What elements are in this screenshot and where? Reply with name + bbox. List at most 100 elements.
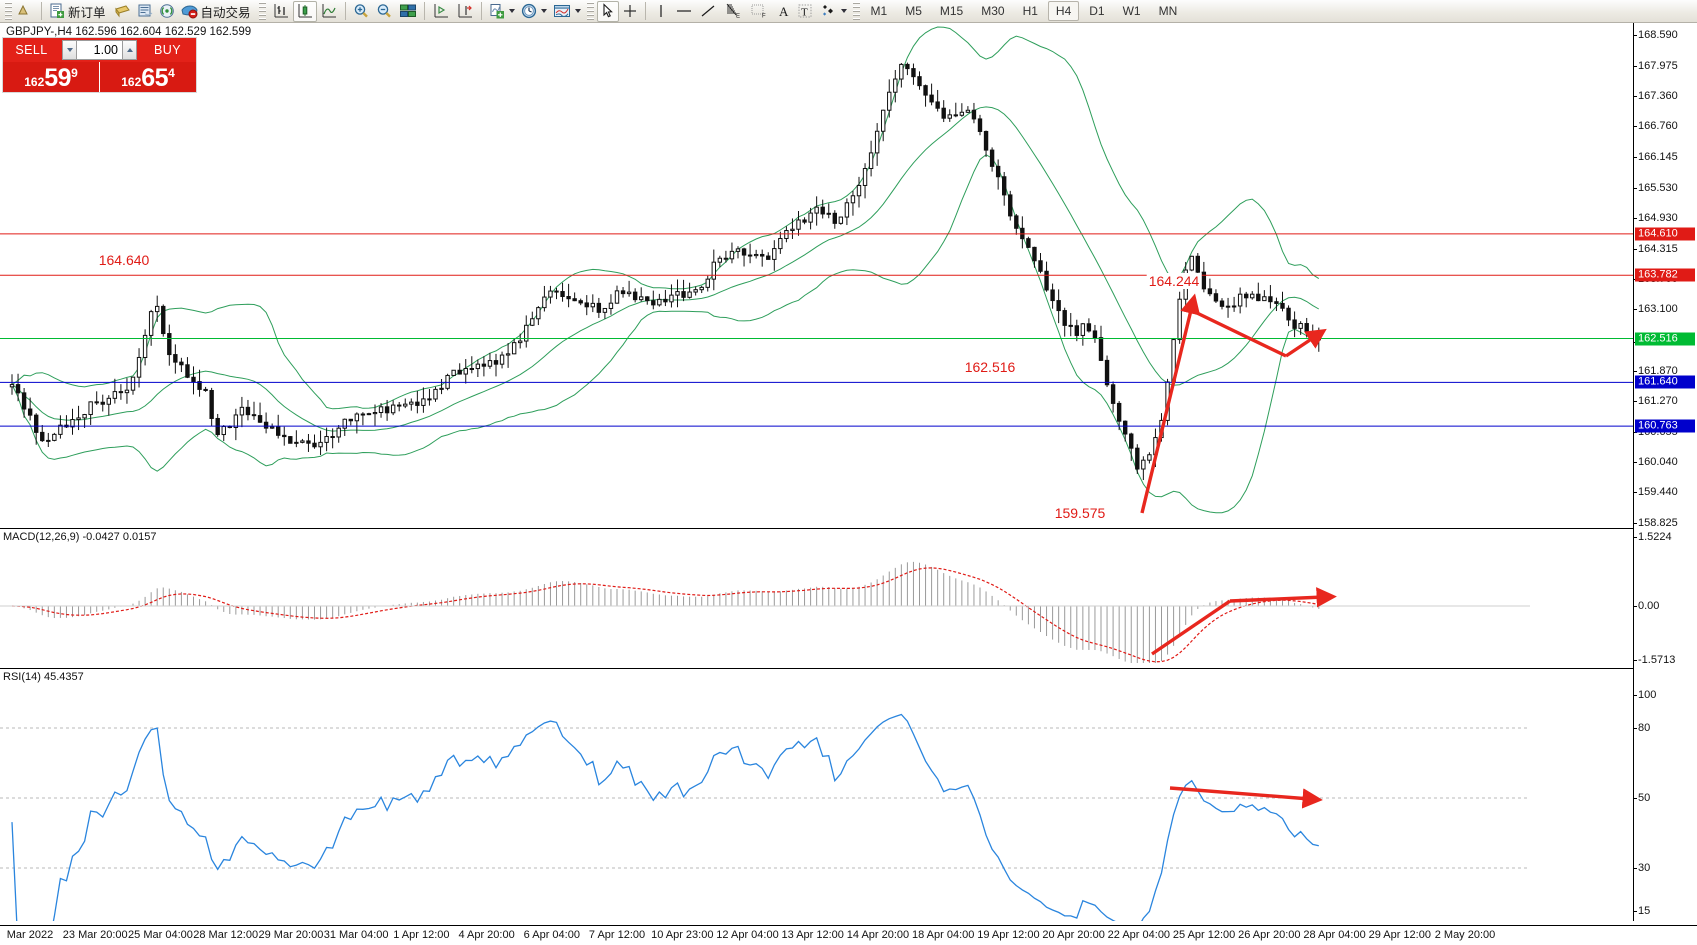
chevron-down-icon-2[interactable] [540,9,547,13]
auto-scroll-icon[interactable] [453,1,477,22]
forecast-arrows-price [1140,293,1327,514]
new-order-button[interactable]: 新订单 [46,1,111,22]
shapes-icon[interactable] [816,1,850,22]
price-tick-158-825: 158.825 [1634,517,1678,529]
vertical-line-icon[interactable] [650,1,672,22]
price-badge-support: 161.640 [1635,375,1695,389]
timeframe-mn[interactable]: MN [1158,4,1178,18]
data-window-icon[interactable] [134,1,156,22]
auto-trading-button[interactable]: 自动交易 [178,1,256,22]
bid-main: 59 [44,64,72,92]
time-tick-6: 1 Apr 12:00 [393,929,450,941]
bollinger-upper-band [11,26,1320,410]
macd-indicator-label: MACD(12,26,9) -0.0427 0.0157 [3,531,157,543]
time-tick-19: 26 Apr 20:00 [1238,929,1301,941]
price-tick-164-930: 164.930 [1634,211,1678,224]
main-toolbar: 新订单 [0,0,1697,23]
trendline-icon[interactable] [696,1,720,22]
timeframe-m1[interactable]: M1 [870,4,888,18]
price-tick-167-975: 167.975 [1634,59,1678,72]
volume-increment-button[interactable] [122,40,137,61]
candlestick-chart-icon[interactable] [292,0,317,22]
zoom-out-icon[interactable] [373,1,396,22]
rsi-series [11,713,1319,921]
time-tick-15: 19 Apr 12:00 [977,929,1040,941]
line-chart-icon[interactable] [317,1,341,22]
volume-decrement-button[interactable] [62,40,77,61]
sell-button[interactable]: SELL [3,38,60,63]
price-tick-166-145: 166.145 [1634,151,1678,164]
price-badge-resistance: 163.782 [1635,268,1695,282]
channel-icon[interactable]: F [746,1,772,22]
toolbar-separator-3 [423,2,425,20]
text-label-icon[interactable]: T [794,1,816,22]
shift-chart-icon[interactable] [429,1,453,22]
time-tick-14: 18 Apr 04:00 [911,929,975,941]
svg-text:A: A [779,4,789,19]
timeframe-h1[interactable]: H1 [1022,4,1038,18]
toolbar-grip[interactable] [5,1,12,21]
add-indicator-button[interactable] [486,1,518,22]
one-click-trading-panel[interactable]: SELL 1.00 BUY 162 59 9 [2,37,197,93]
price-axis[interactable]: 168.590 167.975 167.360 166.760 166.145 165.5… [1633,23,1697,921]
timeframe-h4[interactable]: H4 [1047,1,1080,21]
text-icon[interactable]: A [772,1,794,22]
templates-button[interactable] [550,1,584,22]
macd-tick-min: -1.5713 [1633,654,1676,666]
chart-area[interactable]: GBPJPY-,H4 162.596 162.604 162.529 162.5… [0,23,1697,945]
time-tick-18: 25 Apr 12:00 [1172,929,1236,941]
cursor-icon[interactable] [596,0,619,22]
horizontal-line-icon[interactable] [672,1,696,22]
fibonacci-icon[interactable]: E [720,1,746,22]
toolbar-separator-5 [644,2,646,20]
ask-price[interactable]: 162 65 4 [100,62,196,92]
time-tick-22: 2 May 20:00 [1434,929,1496,941]
volume-stepper[interactable]: 1.00 [60,38,139,63]
main-macd-divider [0,528,1697,529]
time-axis[interactable]: Mar 2022 23 Mar 20:00 25 Mar 04:00 28 Mar 1… [0,925,1697,945]
timeframe-w1[interactable]: W1 [1122,4,1141,18]
forecast-arrows-macd [1151,587,1337,656]
ask-whole: 162 [121,75,142,89]
toolbar-grip-2[interactable] [258,1,266,21]
macd-rsi-divider [0,668,1697,669]
chevron-down-icon[interactable] [508,9,515,13]
chevron-down-icon-4[interactable] [840,9,847,13]
toolbar-grip-4[interactable] [852,1,860,21]
price-tick-161-270: 161.270 [1634,394,1678,407]
auto-trading-label: 自动交易 [200,5,251,20]
toolbar-grip-3[interactable] [586,1,594,21]
crosshair-icon[interactable] [619,1,641,22]
time-tick-8: 6 Apr 04:00 [523,929,580,941]
buy-button[interactable]: BUY [139,38,196,63]
bar-chart-icon[interactable] [269,1,293,22]
rsi-tick-30: 30 [1633,862,1651,874]
macd-tick-max: 1.5224 [1634,531,1672,543]
signals-icon[interactable] [156,1,178,22]
time-tick-20: 28 Apr 04:00 [1303,929,1366,941]
expert-advisor-icon[interactable] [111,1,134,22]
zoom-in-icon[interactable] [350,1,373,22]
timeframe-m15[interactable]: M15 [939,4,964,18]
rsi-tick-80: 80 [1633,722,1651,734]
period-button[interactable] [518,1,550,22]
svg-text:F: F [762,14,766,20]
price-tick-167-360: 167.360 [1634,90,1678,103]
annotation-164640: 164.640 [96,252,152,268]
bid-price[interactable]: 162 59 9 [3,62,99,92]
tile-windows-icon[interactable] [396,1,420,22]
volume-input[interactable]: 1.00 [77,40,122,61]
timeframe-m30[interactable]: M30 [981,4,1005,18]
timeframe-d1[interactable]: D1 [1089,4,1105,18]
chevron-down-icon-volume [66,48,73,53]
time-tick-16: 20 Apr 20:00 [1042,929,1105,941]
macd-tick-zero: 0.00 [1633,600,1660,612]
timeframe-m5[interactable]: M5 [905,4,922,18]
chevron-down-icon-3[interactable] [574,9,581,13]
profiles-icon[interactable] [15,1,37,22]
bid-fraction: 9 [71,66,78,80]
time-tick-13: 14 Apr 20:00 [846,929,910,941]
time-tick-0: Mar 2022 [6,929,54,941]
time-tick-10: 10 Apr 23:00 [651,929,714,941]
annotation-159575: 159.575 [1052,505,1108,521]
